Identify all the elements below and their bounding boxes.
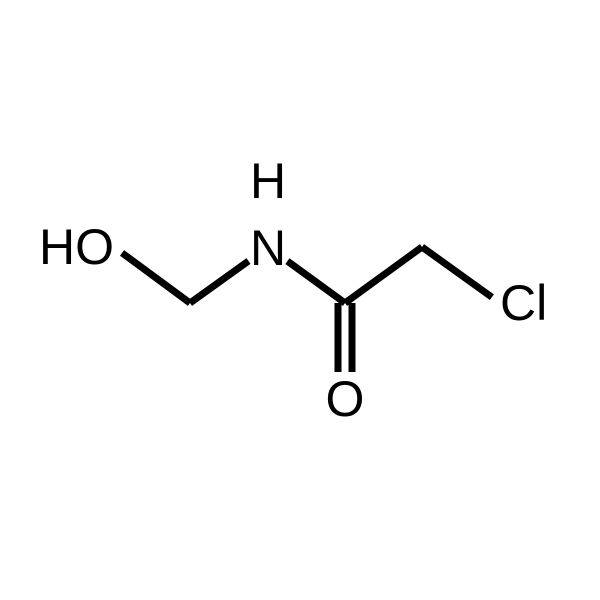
atom-label-cl: Cl <box>500 275 547 331</box>
atom-label-h_on_n: H <box>250 153 286 209</box>
atom-label-o_carbonyl: O <box>326 371 365 427</box>
molecule-diagram: HONHOCl <box>0 0 600 600</box>
atom-label-o_hydroxyl: HO <box>39 219 114 275</box>
atom-label-n_amide: N <box>250 220 286 276</box>
